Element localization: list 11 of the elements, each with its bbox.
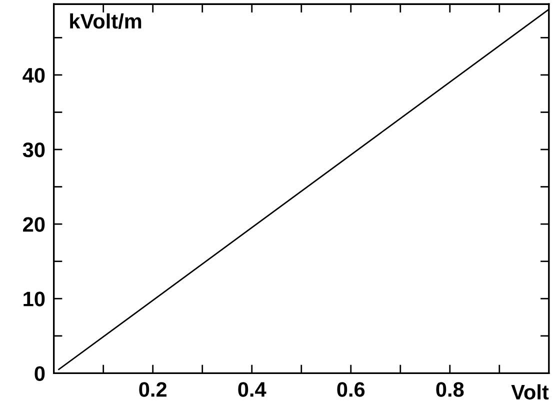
y-tick-label: 20 — [23, 217, 45, 232]
x-tick-label: 0.8 — [436, 382, 464, 397]
x-tick-label: 0.4 — [238, 382, 266, 397]
y-tick-label: 40 — [22, 68, 45, 83]
y-tick-label: 0 — [34, 366, 45, 381]
y-axis-title: kVolt/m — [70, 13, 142, 29]
y-tick-label: 10 — [24, 292, 45, 306]
x-tick-label: 0.2 — [139, 382, 166, 397]
y-tick-label: 30 — [22, 142, 45, 158]
x-tick-label: 0.6 — [337, 382, 365, 397]
x-axis-title: Volt — [511, 384, 549, 400]
